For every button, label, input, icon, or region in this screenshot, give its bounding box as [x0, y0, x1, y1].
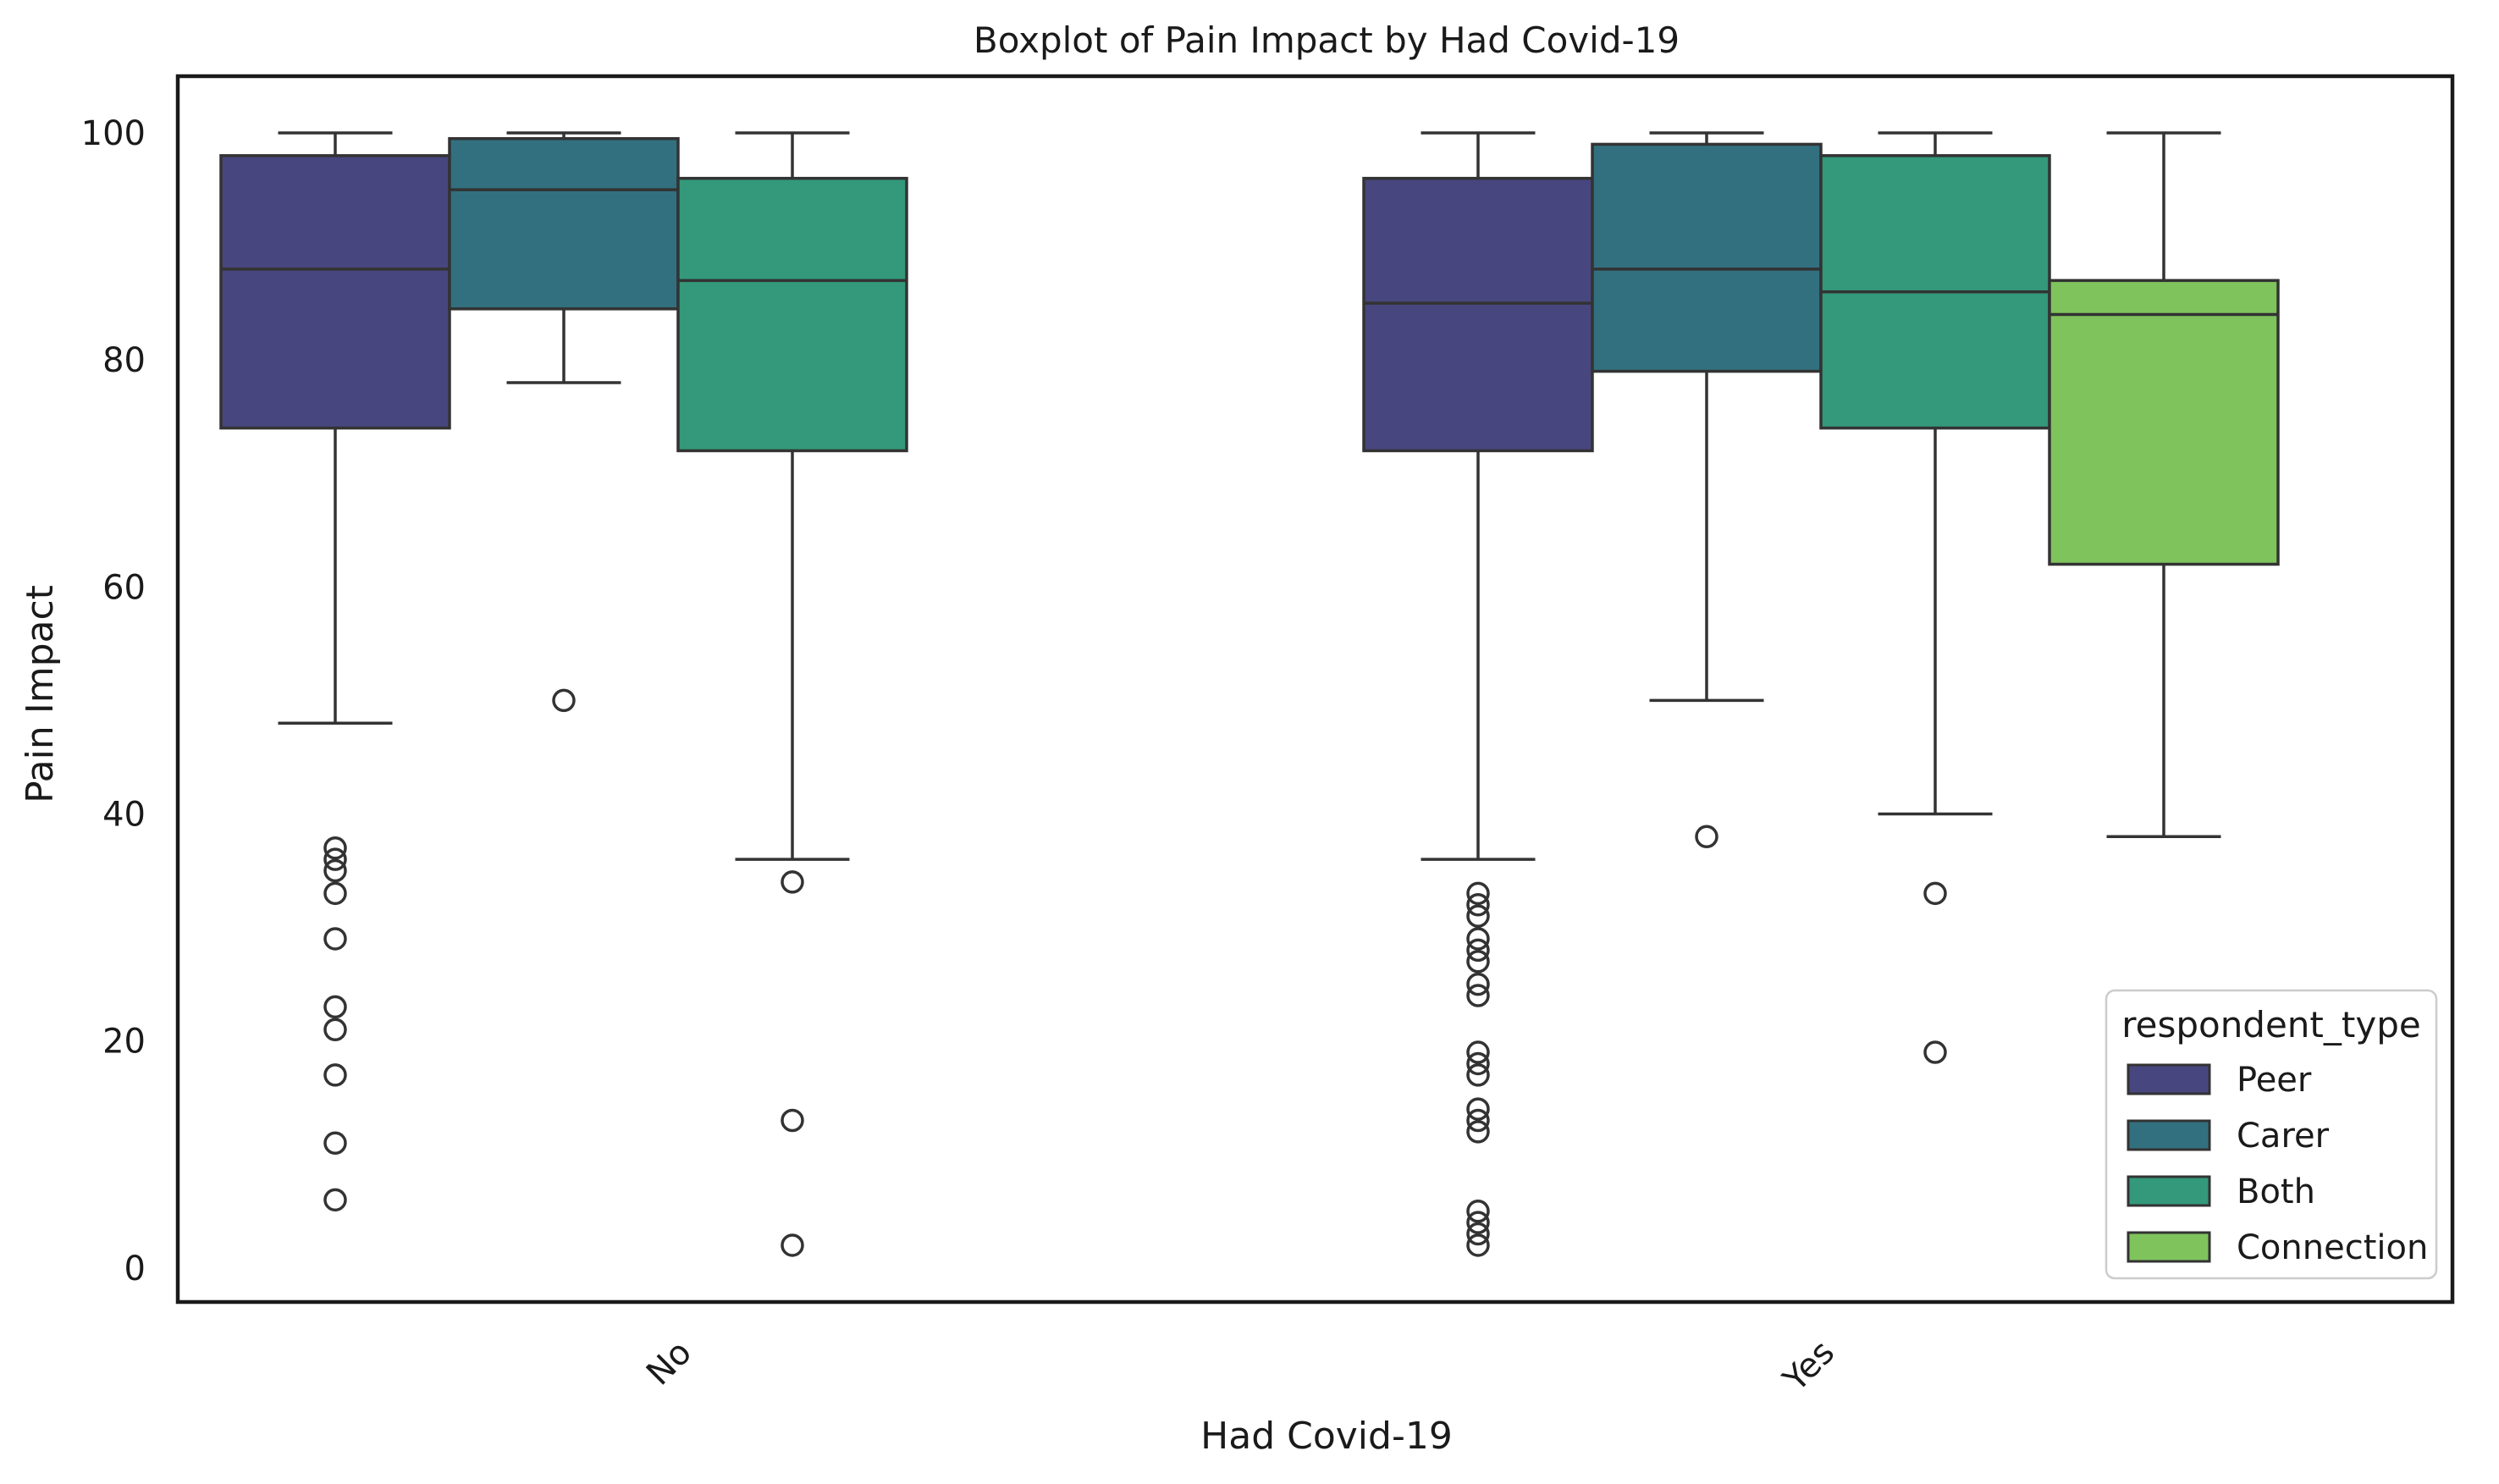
legend-label: Carer [2237, 1117, 2330, 1156]
legend-swatch [2127, 1119, 2211, 1151]
outlier-point [1466, 892, 1490, 917]
legend-swatch [2127, 1175, 2211, 1207]
legend-label: Connection [2237, 1228, 2428, 1267]
axes: 0 20 40 60 80 100 No Yes [81, 74, 2455, 1400]
box-peer-yes [1362, 131, 1594, 1257]
outlier-point [323, 1131, 347, 1156]
box-iqr [676, 176, 908, 453]
legend-swatch [2127, 1231, 2211, 1263]
y-tick-label: 100 [81, 114, 146, 153]
y-tick-label: 0 [124, 1250, 146, 1288]
outlier-point [323, 858, 347, 883]
plot-area [178, 76, 2452, 1302]
box-connection-yes [2048, 131, 2280, 839]
outlier-point [781, 870, 804, 894]
legend-item-peer: Peer [2127, 1061, 2312, 1100]
outlier-point [1466, 881, 1490, 906]
legend-item-carer: Carer [2127, 1117, 2330, 1156]
outlier-point [323, 1018, 347, 1041]
box-both-yes [1819, 131, 2051, 1064]
legend-swatch [2127, 1063, 2211, 1095]
box-carer-yes [1591, 131, 1823, 849]
y-axis-label: Pain Impact [19, 585, 62, 803]
legend-label: Peer [2237, 1061, 2312, 1100]
box-iqr [2048, 279, 2280, 566]
outlier-point [1923, 1040, 1947, 1064]
legend-item-both: Both [2127, 1172, 2315, 1211]
y-tick-label: 80 [102, 341, 146, 380]
outlier-point [1466, 1097, 1490, 1121]
outlier-point [1466, 1222, 1490, 1246]
outlier-point [323, 927, 347, 951]
plot-frame [175, 74, 2455, 1305]
chart-title: Boxplot of Pain Impact by Had Covid-19 [974, 19, 1680, 61]
outlier-point [1466, 1120, 1490, 1144]
outlier-point [781, 1108, 804, 1133]
outlier-point [1466, 1211, 1490, 1234]
box-peer-no [219, 131, 451, 1212]
x-tick-label: No [639, 1333, 699, 1393]
outlier-point [323, 881, 347, 906]
box-iqr [1591, 142, 1823, 373]
legend: respondent_type Peer Carer Both Connection [2105, 989, 2438, 1280]
legend-title: respondent_type [2121, 1004, 2420, 1045]
outlier-point [1466, 1108, 1490, 1133]
y-tick-label: 60 [102, 568, 146, 607]
outlier-point [323, 836, 347, 860]
outlier-point [323, 1063, 347, 1087]
y-tick-label: 20 [102, 1023, 146, 1062]
outlier-point [1466, 950, 1490, 974]
outlier-point [781, 1233, 804, 1257]
outlier-point [1466, 1199, 1490, 1223]
outlier-point [1466, 927, 1490, 951]
box-iqr [219, 154, 451, 430]
outlier-point [1466, 1233, 1490, 1257]
outlier-point [1466, 938, 1490, 963]
outlier-point [1466, 972, 1490, 996]
outlier-point [1466, 904, 1490, 928]
outlier-point [1466, 1040, 1490, 1064]
box-iqr [1362, 176, 1594, 453]
box-iqr [448, 136, 680, 311]
box-carer-no [448, 131, 680, 713]
x-tick-label: Yes [1775, 1333, 1842, 1400]
outlier-point [323, 847, 347, 871]
outlier-point [1466, 1063, 1490, 1087]
outlier-point [323, 995, 347, 1019]
outlier-point [323, 1188, 347, 1212]
outlier-point [1923, 881, 1947, 906]
outlier-point [1695, 825, 1718, 849]
box-both-no [676, 131, 908, 1257]
y-tick-label: 40 [102, 795, 146, 834]
outlier-point [1466, 984, 1490, 1007]
legend-label: Both [2237, 1172, 2315, 1211]
x-axis-label: Had Covid-19 [1200, 1415, 1453, 1458]
outlier-point [1466, 1051, 1490, 1076]
legend-item-connection: Connection [2127, 1228, 2428, 1267]
outlier-point [552, 688, 576, 713]
